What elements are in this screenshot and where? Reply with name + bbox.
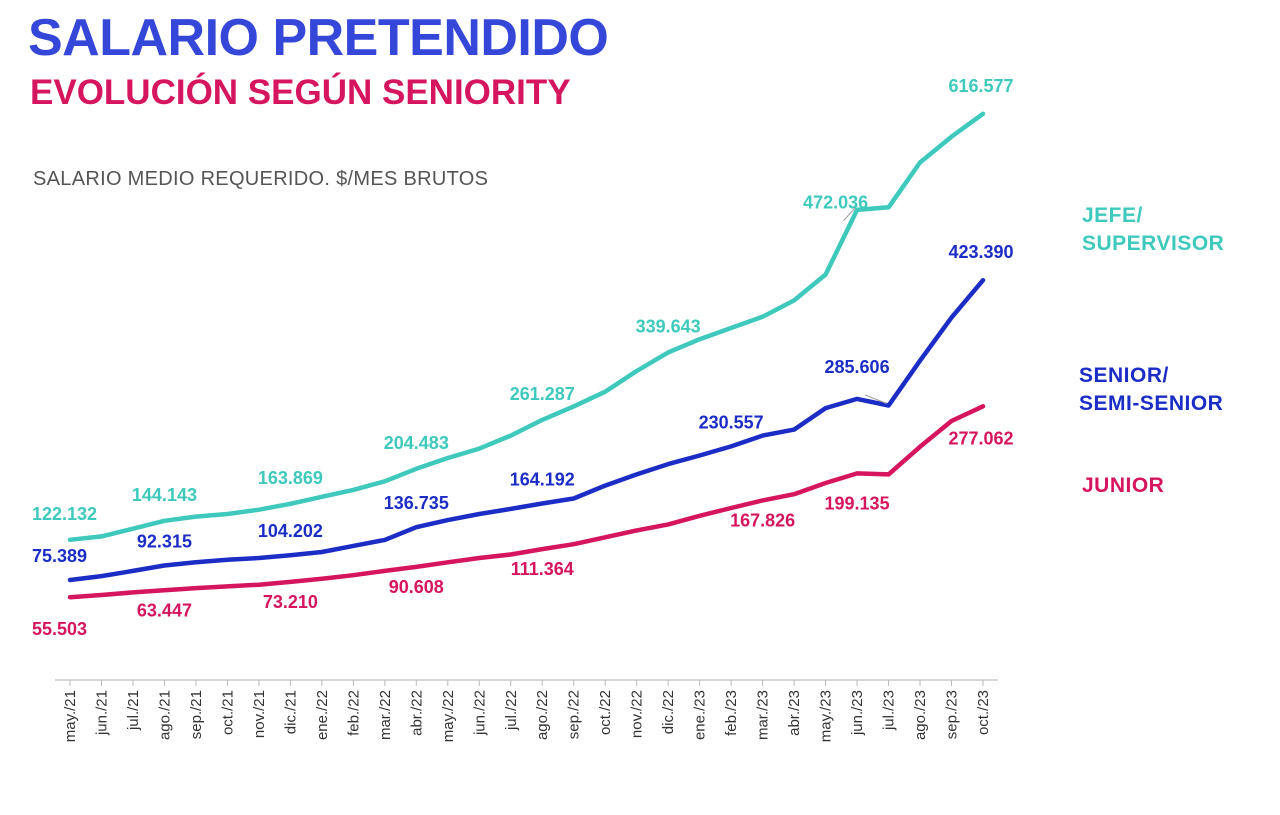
legend-junior: JUNIOR [1082,472,1164,500]
chart-subtitle: EVOLUCIÓN SEGÚN SENIORITY [30,73,571,112]
x-tick-label: abr./23 [786,690,803,736]
chart-title: SALARIO PRETENDIDO [28,9,609,67]
data-label-junior: 111.364 [511,559,574,579]
legend-senior-line1: SENIOR/ [1079,364,1169,387]
x-tick-label: sep./21 [188,690,205,739]
data-label-jefe: 122.132 [32,504,97,524]
x-tick-label: jul./22 [503,690,520,731]
x-tick-label: jul./23 [881,690,898,731]
x-tick-label: mar./23 [755,690,772,740]
x-tick-label: oct./21 [219,690,236,735]
x-tick-label: nov./21 [251,690,268,738]
x-tick-label: jun./23 [849,690,866,736]
x-tick-label: oct./23 [975,690,992,735]
leader-line-senior [864,394,887,404]
data-label-junior: 55.503 [32,619,87,639]
x-tick-label: feb./23 [723,690,740,736]
data-label-jefe: 261.287 [510,384,575,404]
data-label-senior: 92.315 [137,531,192,551]
legend-junior-text: JUNIOR [1082,474,1165,497]
data-label-jefe: 144.143 [132,485,197,505]
x-tick-label: jul./21 [125,690,142,731]
leader-line-jefe [843,207,856,221]
x-tick-label: ene./23 [692,690,709,740]
x-tick-label: jun./22 [471,690,488,736]
data-label-senior: 230.557 [699,412,764,432]
data-label-jefe: 163.869 [258,468,323,488]
x-tick-label: ago./23 [912,690,929,740]
x-tick-label: oct./22 [597,690,614,735]
x-tick-label: nov./22 [629,690,646,738]
legend-jefe-line1: JEFE/ [1082,204,1143,227]
data-label-senior: 136.735 [384,493,449,513]
x-tick-label: feb./22 [345,690,362,736]
x-tick-label: may./21 [62,690,79,742]
data-label-senior: 423.390 [948,242,1013,262]
data-label-senior: 285.606 [825,357,890,377]
data-label-senior: 164.192 [510,470,575,490]
data-label-senior: 104.202 [258,521,323,541]
data-label-junior: 73.210 [263,592,318,612]
x-tick-label: dic./22 [660,690,677,734]
data-label-junior: 63.447 [137,600,192,620]
legend-jefe-line2: SUPERVISOR [1082,232,1225,255]
legend-senior-line2: SEMI-SENIOR [1079,392,1224,415]
series-line-senior [67,277,986,583]
x-tick-label: may./23 [818,690,835,742]
x-tick-label: ene./22 [314,690,331,740]
x-tick-label: ago./22 [534,690,551,740]
series-line-jefe [67,111,986,543]
data-label-junior: 199.135 [825,493,890,513]
x-tick-label: abr./22 [408,690,425,736]
legend-senior-semi-senior: SENIOR/ SEMI-SENIOR [1079,362,1223,418]
x-tick-label: ago./21 [156,690,173,740]
data-label-senior: 75.389 [32,546,87,566]
data-label-jefe: 616.577 [948,76,1013,96]
x-tick-label: sep./23 [944,690,961,739]
data-label-jefe: 204.483 [384,433,449,453]
data-label-jefe: 472.036 [803,193,868,213]
legend-jefe-supervisor: JEFE/ SUPERVISOR [1082,202,1224,258]
x-tick-label: may./22 [440,690,457,742]
x-tick-label: dic./21 [282,690,299,734]
data-label-junior: 167.826 [730,510,795,530]
data-label-junior: 90.608 [389,577,444,597]
data-label-jefe: 339.643 [636,316,701,336]
unit-note: SALARIO MEDIO REQUERIDO. $/MES BRUTOS [33,168,489,190]
series-line-junior [67,404,986,600]
x-tick-label: mar./22 [377,690,394,740]
x-tick-label: sep./22 [566,690,583,739]
data-label-junior: 277.062 [948,428,1013,448]
x-tick-label: jun./21 [93,690,110,736]
